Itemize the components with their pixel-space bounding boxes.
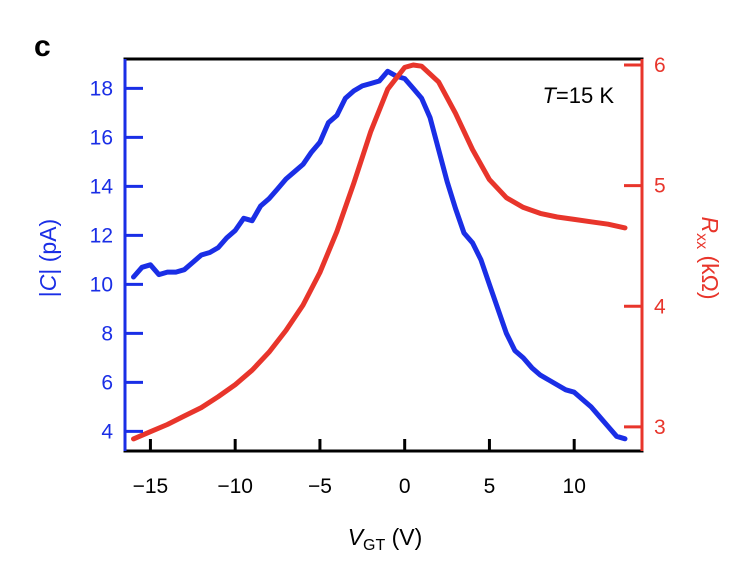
bottom-axis: −15 −10 −5 0 5 10 (133, 439, 586, 498)
y-left-axis-label: |C| (pA) (35, 219, 61, 297)
y-left-tick-label: 12 (90, 224, 113, 247)
x-tick-label: 0 (399, 475, 411, 498)
y-left-tick-label: 18 (90, 77, 113, 100)
x-tick-label: −5 (308, 475, 332, 498)
left-axis: 4 6 8 10 12 14 16 18 (90, 59, 143, 451)
annotation-rest: =15 K (556, 83, 614, 108)
y-right-tick-label: 6 (654, 54, 666, 77)
y-left-tick-label: 14 (90, 175, 114, 198)
x-tick-label: −15 (133, 475, 169, 498)
y-left-tick-label: 8 (101, 322, 113, 345)
y-left-tick-label: 10 (90, 273, 113, 296)
x-axis-label: VGT (V) (348, 524, 423, 554)
y-left-tick-label: 6 (101, 371, 113, 394)
series-line-resistance (131, 62, 628, 442)
annotation-var: T (542, 83, 557, 108)
panel-label: c (34, 30, 51, 63)
y-left-tick-label: 16 (90, 126, 113, 149)
x-tick-label: 10 (563, 475, 586, 498)
y-right-tick-label: 3 (654, 416, 666, 439)
right-axis: 3 4 5 6 (624, 54, 666, 451)
y-right-tick-label: 5 (654, 175, 666, 198)
x-tick-label: 5 (484, 475, 496, 498)
temperature-annotation: T=15 K (542, 83, 614, 108)
x-tick-label: −10 (217, 475, 253, 498)
y-right-axis-label: Rxx (kΩ) (693, 216, 723, 299)
y-left-tick-label: 4 (101, 420, 113, 443)
y-right-tick-label: 4 (654, 295, 666, 318)
series-line-current (131, 68, 628, 442)
